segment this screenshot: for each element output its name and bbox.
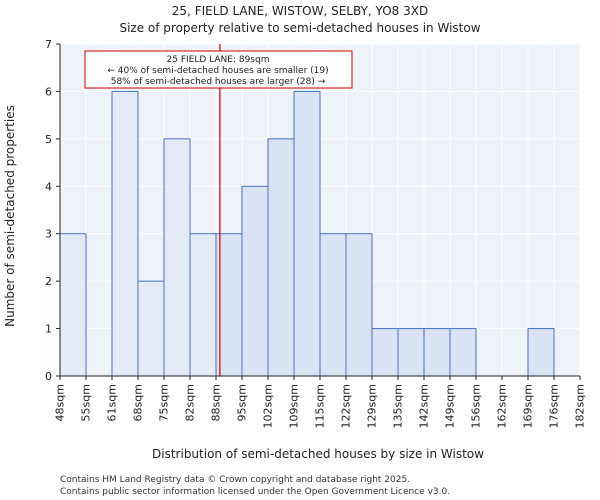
bar-68sqm <box>137 280 165 377</box>
annotation-line-1: 25 FIELD LANE: 89sqm <box>167 55 270 65</box>
chart-title: 25, FIELD LANE, WISTOW, SELBY, YO8 3XD <box>172 4 428 18</box>
x-tick-label-88sqm: 88sqm <box>210 384 223 421</box>
chart-subtitle: Size of property relative to semi-detach… <box>119 21 480 35</box>
y-tick-label-4: 4 <box>45 180 52 193</box>
annotation-box-frame <box>84 50 353 89</box>
bar-122sqm <box>345 233 373 377</box>
bar-102sqm <box>267 138 295 377</box>
bar-115sqm <box>319 233 347 377</box>
x-tick-label-135sqm: 135sqm <box>392 384 405 428</box>
x-tick-label-68sqm: 68sqm <box>132 384 145 421</box>
annotation-line-3: 58% of semi-detached houses are larger (… <box>111 77 326 87</box>
x-tick-label-102sqm: 102sqm <box>262 384 275 428</box>
bar-109sqm <box>293 90 321 377</box>
y-ticks: 0 1 2 3 4 5 6 7 <box>45 38 60 383</box>
y-tick-label-1: 1 <box>45 323 52 336</box>
x-tick-label-61sqm: 61sqm <box>106 384 119 421</box>
footer-line-2: Contains public sector information licen… <box>60 487 450 497</box>
x-tick-label-162sqm: 162sqm <box>496 384 509 428</box>
x-tick-label-156sqm: 156sqm <box>470 384 483 428</box>
bar-129sqm <box>371 328 399 377</box>
y-tick-label-2: 2 <box>45 275 52 288</box>
bar-142sqm <box>423 328 451 377</box>
x-tick-label-48sqm: 48sqm <box>54 384 67 421</box>
annotation-line-2: ← 40% of semi-detached houses are smalle… <box>107 66 328 76</box>
bar-48sqm <box>59 233 87 377</box>
bars <box>59 90 555 377</box>
x-tick-label-122sqm: 122sqm <box>340 384 353 428</box>
bar-135sqm <box>397 328 425 377</box>
x-tick-label-55sqm: 55sqm <box>80 384 93 421</box>
x-tick-label-129sqm: 129sqm <box>366 384 379 428</box>
bar-61sqm <box>111 90 139 377</box>
x-ticks: 48sqm 55sqm 61sqm 68sqm 75sqm 82sqm 88sqm 95sqm… <box>54 376 587 428</box>
bar-95sqm <box>241 185 269 377</box>
y-tick-label-7: 7 <box>45 38 52 51</box>
x-tick-label-182sqm: 182sqm <box>574 384 587 428</box>
bar-169sqm <box>527 328 555 377</box>
annotation-box: 25 FIELD LANE: 89sqm ← 40% of semi-detac… <box>84 50 353 89</box>
bar-75sqm <box>163 138 191 377</box>
y-tick-label-3: 3 <box>45 228 52 241</box>
x-axis-label: Distribution of semi-detached houses by … <box>152 447 484 461</box>
x-tick-label-149sqm: 149sqm <box>444 384 457 428</box>
y-tick-label-6: 6 <box>45 85 52 98</box>
x-tick-label-115sqm: 115sqm <box>314 384 327 428</box>
x-tick-label-109sqm: 109sqm <box>288 384 301 428</box>
x-tick-label-75sqm: 75sqm <box>158 384 171 421</box>
y-axis-label: Number of semi-detached properties <box>3 105 17 327</box>
x-tick-label-142sqm: 142sqm <box>418 384 431 428</box>
x-tick-label-169sqm: 169sqm <box>522 384 535 428</box>
footer-line-1: Contains HM Land Registry data © Crown c… <box>60 475 410 485</box>
x-tick-label-176sqm: 176sqm <box>548 384 561 428</box>
x-tick-label-95sqm: 95sqm <box>236 384 249 421</box>
bar-149sqm <box>449 328 477 377</box>
y-tick-label-0: 0 <box>45 370 52 383</box>
x-tick-label-82sqm: 82sqm <box>184 384 197 421</box>
y-tick-label-5: 5 <box>45 133 52 146</box>
bar-82sqm <box>189 233 217 377</box>
